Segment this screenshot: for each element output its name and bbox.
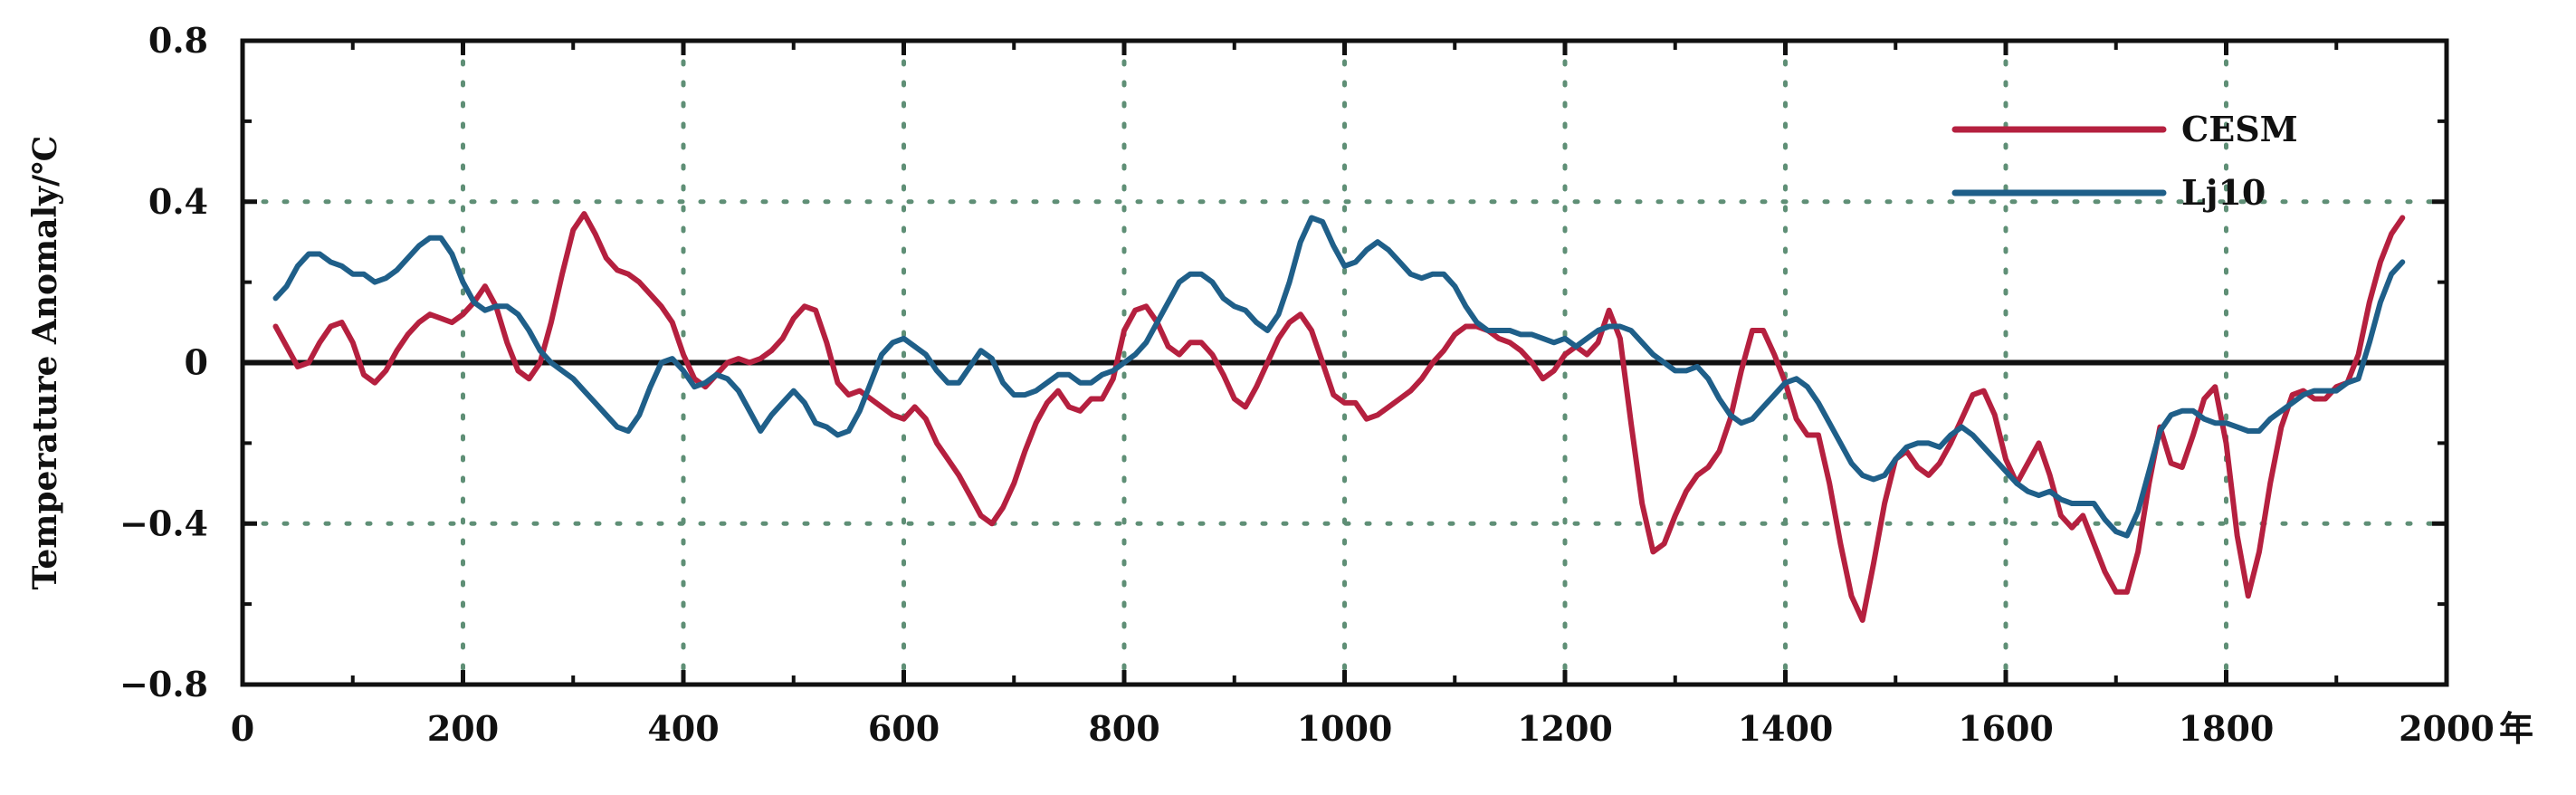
x-tick-label: 1200 xyxy=(1517,708,1613,749)
legend: CESM Lj10 xyxy=(1951,109,2298,213)
x-tick-label: 1800 xyxy=(2179,708,2275,749)
series-line-cesm xyxy=(272,211,2406,623)
x-tick-label: 400 xyxy=(647,708,719,749)
legend-label-lj10: Lj10 xyxy=(2181,172,2266,213)
y-axis-label: Temperature Anomaly/℃ xyxy=(26,136,64,590)
y-tick-label: −0.4 xyxy=(119,503,208,543)
x-tick-label: 200 xyxy=(427,708,499,749)
series-line-lj10 xyxy=(272,215,2406,539)
legend-label-cesm: CESM xyxy=(2181,109,2298,149)
tick-label-layer: 0 200 400 600 800 1000 1200 1400 1600 1800 2000 0.8… xyxy=(119,20,2495,749)
grid-layer xyxy=(240,38,2449,687)
x-tick-label: 800 xyxy=(1088,708,1159,749)
y-tick-label: −0.8 xyxy=(119,664,208,704)
x-tick-label: 0 xyxy=(231,708,254,749)
x-axis-unit-label: 年 xyxy=(2499,708,2533,749)
tick-layer xyxy=(240,38,2449,687)
y-tick-label: 0.4 xyxy=(148,181,208,222)
x-tick-label: 1000 xyxy=(1297,708,1393,749)
x-tick-label: 600 xyxy=(868,708,940,749)
x-tick-label: 2000 xyxy=(2399,708,2495,749)
y-tick-label: 0 xyxy=(185,342,208,383)
y-tick-label: 0.8 xyxy=(148,20,208,61)
series-layer xyxy=(272,211,2406,623)
x-tick-label: 1400 xyxy=(1738,708,1834,749)
x-tick-label: 1600 xyxy=(1958,708,2054,749)
